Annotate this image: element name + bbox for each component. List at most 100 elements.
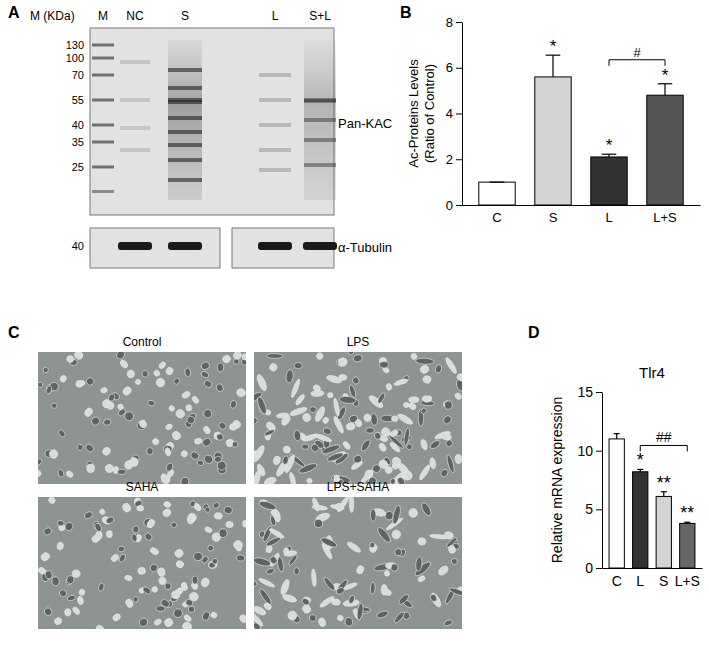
blot-band xyxy=(304,118,336,122)
cell xyxy=(282,455,289,465)
cell xyxy=(322,427,332,435)
cell xyxy=(276,412,289,418)
cell xyxy=(254,444,266,463)
cell xyxy=(327,393,333,398)
cell xyxy=(255,373,268,392)
cell xyxy=(147,448,154,455)
cell xyxy=(51,403,57,408)
blot-membrane xyxy=(90,228,220,268)
cell xyxy=(65,470,74,479)
cell xyxy=(72,570,81,578)
significance-bracket xyxy=(640,445,687,451)
cell xyxy=(380,362,389,368)
cell xyxy=(117,546,125,553)
figure: AM (KDa)MNCSLS+L1301007055403525Pan-KAC4… xyxy=(0,0,709,650)
y-tick: 10 xyxy=(577,443,602,459)
lane-label: S xyxy=(181,9,189,23)
cell xyxy=(124,575,133,582)
cell xyxy=(158,577,166,586)
cell xyxy=(207,545,213,551)
cell xyxy=(184,368,191,378)
cell xyxy=(263,476,277,484)
x-tick: C xyxy=(492,205,501,225)
cell xyxy=(396,412,414,426)
cell xyxy=(282,593,298,603)
cell xyxy=(90,415,101,426)
y-tick-label: 4 xyxy=(446,106,453,121)
cell xyxy=(322,576,336,592)
y-tick: 5 xyxy=(585,501,602,517)
cell xyxy=(314,405,327,422)
y-tick: 15 xyxy=(577,384,602,400)
significance-mark: ** xyxy=(680,503,694,523)
cell xyxy=(403,402,410,408)
cell xyxy=(202,425,211,435)
x-tick: S xyxy=(659,568,668,589)
blot-band xyxy=(259,168,291,172)
x-tick-label: C xyxy=(492,210,501,225)
cell xyxy=(236,554,246,562)
blot-loading-label: α-Tubulin xyxy=(338,240,392,255)
x-axis-line xyxy=(603,568,703,569)
cell xyxy=(376,610,389,620)
micrograph-background xyxy=(38,497,246,629)
image-label: LPS+SAHA xyxy=(327,480,389,494)
cell xyxy=(45,570,53,579)
blot-band xyxy=(304,138,336,142)
cell xyxy=(434,430,451,440)
y-tick-mark xyxy=(456,114,462,115)
cell xyxy=(160,474,172,484)
cell xyxy=(294,362,302,369)
cell xyxy=(396,476,406,484)
cell xyxy=(429,439,441,450)
cell xyxy=(121,502,131,513)
micrograph-background xyxy=(254,352,462,484)
panel-label: C xyxy=(8,324,20,341)
x-axis-line xyxy=(463,205,701,206)
blot-band xyxy=(168,100,202,104)
cell xyxy=(203,379,213,389)
cell xyxy=(321,443,341,455)
y-tick-label: 2 xyxy=(446,152,453,167)
cell xyxy=(171,590,181,599)
cell xyxy=(417,537,426,546)
x-tick: L+S xyxy=(675,568,700,589)
cell xyxy=(181,621,192,629)
cell xyxy=(258,500,277,512)
cell xyxy=(356,603,364,621)
cell xyxy=(272,455,281,465)
cell xyxy=(279,578,290,595)
cell xyxy=(348,384,357,398)
blot-band xyxy=(120,126,150,130)
y-tick-label: 8 xyxy=(446,15,453,30)
cell xyxy=(390,563,398,572)
cell xyxy=(254,556,272,567)
cell xyxy=(156,606,165,612)
cell xyxy=(189,500,196,508)
cell xyxy=(348,595,356,605)
cell xyxy=(233,540,243,550)
cell xyxy=(386,383,393,391)
cell xyxy=(381,584,388,595)
cell xyxy=(288,554,299,566)
cell xyxy=(403,427,410,445)
cell xyxy=(233,359,239,365)
cell xyxy=(151,585,159,593)
cell xyxy=(171,430,182,441)
cell xyxy=(137,567,146,575)
cell xyxy=(103,418,112,426)
cell xyxy=(283,446,291,454)
cell xyxy=(216,433,224,441)
cell xyxy=(47,497,56,505)
cell xyxy=(138,617,150,629)
blot-band xyxy=(304,98,336,102)
cell xyxy=(127,369,135,378)
cell xyxy=(263,602,273,611)
cell xyxy=(256,396,268,415)
error-bar-stem xyxy=(664,84,665,95)
loading-band xyxy=(258,242,292,250)
blot-band xyxy=(120,148,150,152)
y-tick-mark xyxy=(456,159,462,160)
cell xyxy=(79,589,85,595)
error-bar-stem xyxy=(552,55,553,77)
